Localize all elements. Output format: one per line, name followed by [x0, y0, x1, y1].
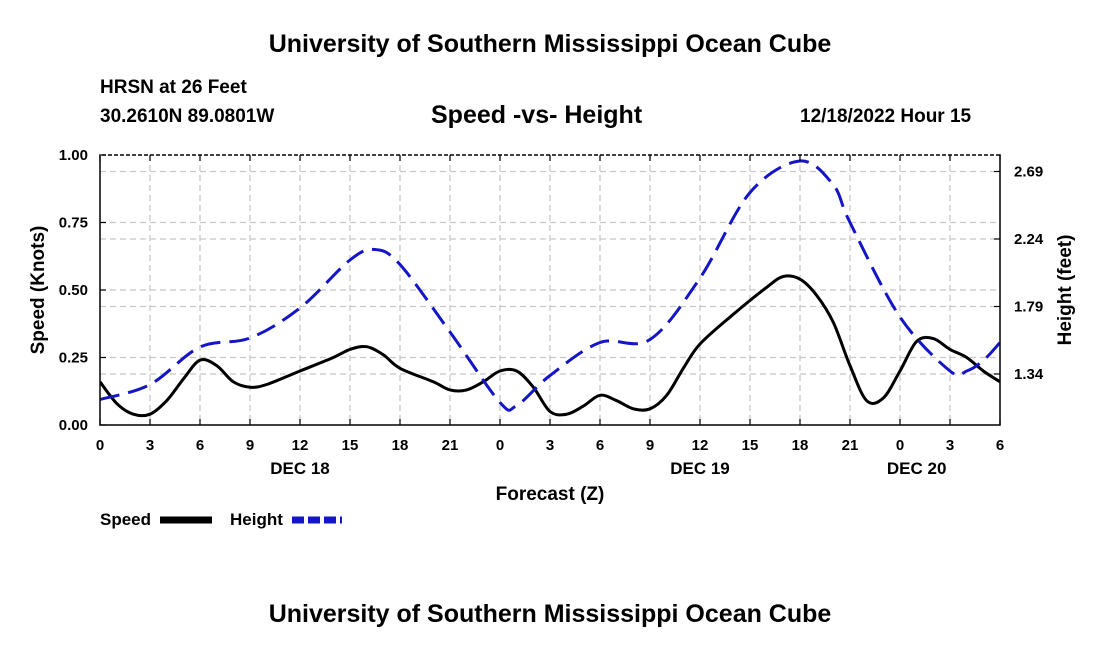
x-tick-label: 21 — [842, 437, 859, 454]
date-label: DEC 19 — [670, 459, 730, 478]
x-tick-label: 18 — [792, 437, 809, 454]
series-lines — [100, 159, 1000, 418]
x-tick-label: 12 — [692, 437, 709, 454]
grid-lines — [100, 155, 1000, 425]
y2-tick-label: 1.79 — [1014, 299, 1043, 316]
y2-tick-label: 2.24 — [1014, 231, 1044, 248]
y2-tick-label: 1.34 — [1014, 366, 1044, 383]
forecast-datetime: 12/18/2022 Hour 15 — [800, 106, 972, 127]
chart-title: Speed -vs- Height — [431, 101, 643, 129]
x-tick-label: 6 — [996, 437, 1004, 454]
x-tick-label: 0 — [96, 437, 104, 454]
x-tick-label: 3 — [146, 437, 154, 454]
page-title: University of Southern Mississippi Ocean… — [268, 30, 832, 58]
y-tick-label: 0.50 — [59, 282, 88, 299]
axis-labels: 0 3 6 9 12 15 18 21 0 3 6 9 12 15 18 21 0 3 6 0.00 0.25 0.50 0… — [28, 147, 1076, 505]
date-label: DEC 18 — [270, 459, 330, 478]
x-tick-label: 0 — [496, 437, 504, 454]
x-tick-label: 9 — [246, 437, 254, 454]
x-tick-label: 0 — [896, 437, 904, 454]
series-line-height — [100, 159, 1000, 412]
legend: Speed Height — [100, 510, 342, 529]
legend-label-speed: Speed — [100, 510, 151, 529]
x-tick-label: 15 — [742, 437, 759, 454]
x-tick-label: 3 — [946, 437, 954, 454]
y-tick-label: 1.00 — [59, 147, 88, 164]
x-tick-label: 6 — [596, 437, 604, 454]
y2-tick-label: 2.69 — [1014, 164, 1043, 181]
y2-axis-title: Height (feet) — [1055, 235, 1076, 346]
x-tick-label: 6 — [196, 437, 204, 454]
x-tick-label: 12 — [292, 437, 309, 454]
x-tick-label: 21 — [442, 437, 459, 454]
x-tick-label: 9 — [646, 437, 654, 454]
y-tick-label: 0.00 — [59, 417, 88, 434]
x-axis-title: Forecast (Z) — [496, 484, 605, 505]
coordinates-label: 30.2610N 89.0801W — [100, 106, 275, 127]
y-axis-title: Speed (Knots) — [28, 226, 49, 355]
station-label: HRSN at 26 Feet — [100, 77, 247, 98]
legend-label-height: Height — [230, 510, 283, 529]
y-tick-label: 0.25 — [59, 350, 88, 367]
date-label: DEC 20 — [887, 459, 947, 478]
series-line-speed — [100, 274, 1000, 418]
x-tick-label: 3 — [546, 437, 554, 454]
axis-ticks — [99, 154, 1001, 426]
speed-height-chart: 0 3 6 9 12 15 18 21 0 3 6 9 12 15 18 21 0 3 6 0.00 0.25 0.50 0… — [28, 147, 1076, 529]
x-tick-label: 15 — [342, 437, 359, 454]
x-tick-label: 18 — [392, 437, 409, 454]
footer-title: University of Southern Mississippi Ocean… — [268, 600, 832, 628]
y-tick-label: 0.75 — [59, 215, 88, 232]
